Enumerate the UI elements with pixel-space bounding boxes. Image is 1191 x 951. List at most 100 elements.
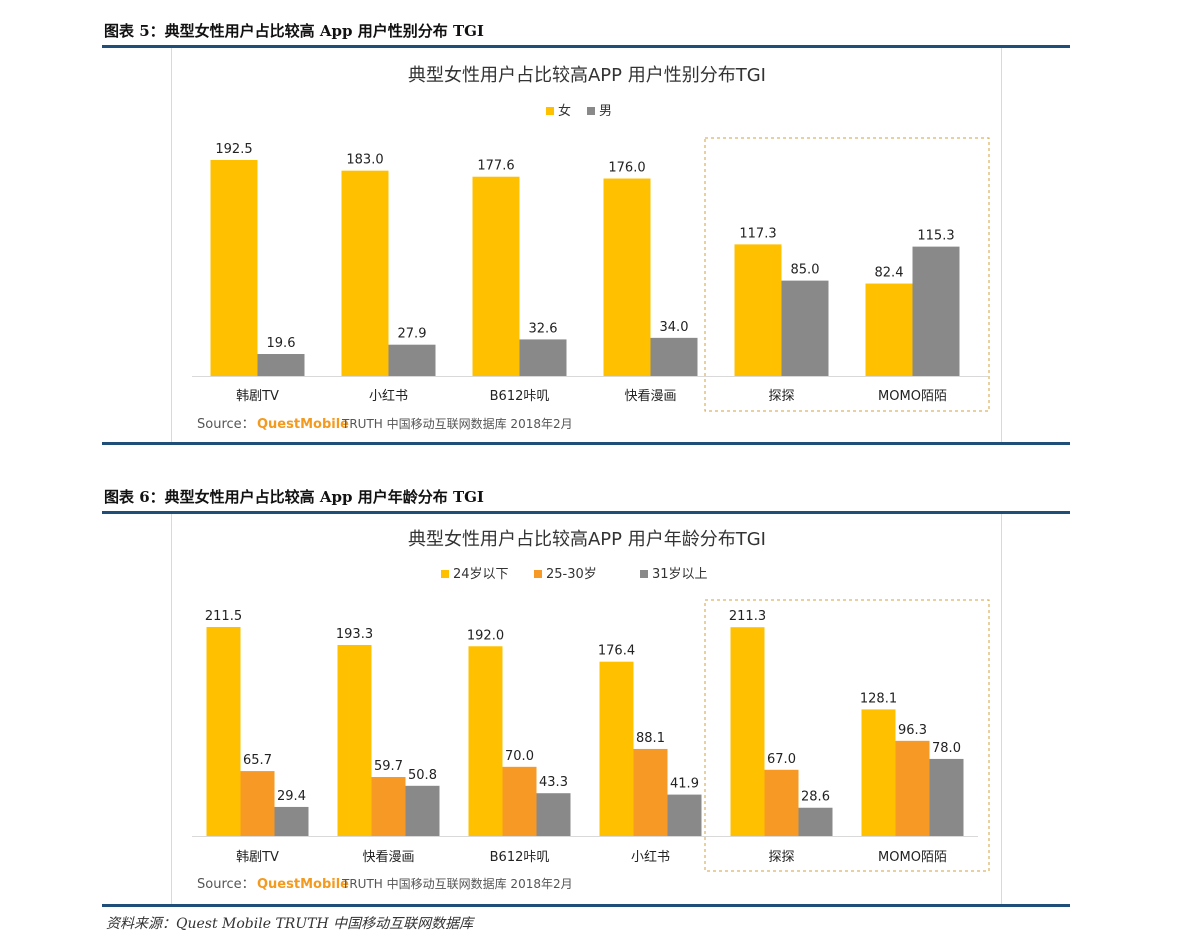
data-label-1-5: 96.3 <box>898 723 927 738</box>
data-label-0-0: 192.5 <box>215 142 252 157</box>
highlight-box <box>704 137 990 412</box>
bar-0-4 <box>734 244 782 376</box>
data-label-0-3: 176.4 <box>598 644 635 659</box>
data-label-1-2: 70.0 <box>505 749 534 764</box>
figure5-top-rule <box>102 45 1070 48</box>
data-label-2-4: 28.6 <box>801 790 830 805</box>
bar-1-4 <box>781 280 829 376</box>
bar-1-2 <box>502 766 537 836</box>
bar-1-4 <box>764 769 799 836</box>
category-label-1: 小红书 <box>369 388 408 404</box>
highlight-box <box>704 599 990 872</box>
bar-2-2 <box>536 793 571 836</box>
legend-swatch-1 <box>534 570 542 578</box>
bar-0-2 <box>472 176 520 376</box>
bar-0-4 <box>730 627 765 836</box>
legend-swatch-2 <box>640 570 648 578</box>
data-label-0-4: 117.3 <box>739 226 776 241</box>
bar-1-0 <box>257 354 305 376</box>
bar-1-1 <box>371 777 406 836</box>
category-label-3: 小红书 <box>631 849 670 865</box>
data-label-0-1: 183.0 <box>346 153 383 168</box>
data-label-2-5: 78.0 <box>932 741 961 756</box>
figure6-bottom-rule <box>102 904 1070 907</box>
bar-0-5 <box>861 709 896 836</box>
data-label-1-3: 88.1 <box>636 731 665 746</box>
source-label: Source： <box>197 417 255 432</box>
source-text: TRUTH 中国移动互联网数据库 2018年2月 <box>341 876 573 891</box>
legend-swatch-0 <box>546 107 554 115</box>
bar-1-0 <box>240 771 275 836</box>
source-brand: QuestMobile <box>257 417 349 432</box>
legend-label-0: 女 <box>558 103 571 119</box>
data-label-0-2: 192.0 <box>467 628 504 643</box>
bar-0-0 <box>206 627 241 836</box>
data-label-1-4: 85.0 <box>791 263 820 278</box>
source-brand: QuestMobile <box>257 877 349 892</box>
data-label-2-0: 29.4 <box>277 789 306 804</box>
chart-title: 典型女性用户占比较高APP 用户年龄分布TGI <box>408 529 766 550</box>
bar-2-3 <box>667 794 702 836</box>
data-label-1-0: 65.7 <box>243 753 272 768</box>
category-label-0: 韩剧TV <box>236 389 279 404</box>
data-label-0-5: 128.1 <box>860 691 897 706</box>
category-label-3: 快看漫画 <box>624 388 676 404</box>
legend: 24岁以下 25-30岁 31岁以上 <box>441 567 708 582</box>
data-label-2-2: 43.3 <box>539 775 568 790</box>
bar-1-3 <box>650 337 698 376</box>
category-label-5: MOMO陌陌 <box>878 850 947 865</box>
source-label: Source： <box>197 877 255 892</box>
figure6-caption: 图表 6：典型女性用户占比较高 App 用户年龄分布 TGI <box>104 488 484 506</box>
data-label-0-5: 82.4 <box>875 266 904 281</box>
data-label-0-4: 211.3 <box>729 609 766 624</box>
legend: 女男 <box>546 103 612 119</box>
figure6-panel: 典型女性用户占比较高APP 用户年龄分布TGI 24岁以下 25-30岁 31岁以上 2… <box>171 514 1002 905</box>
bar-1-2 <box>519 339 567 376</box>
data-label-1-1: 27.9 <box>398 327 427 342</box>
data-label-0-0: 211.5 <box>205 609 242 624</box>
category-label-1: 快看漫画 <box>362 849 414 865</box>
legend-label-1: 25-30岁 <box>546 567 597 582</box>
data-label-0-3: 176.0 <box>608 161 645 176</box>
bar-2-5 <box>929 758 964 836</box>
data-label-1-5: 115.3 <box>917 229 954 244</box>
category-label-0: 韩剧TV <box>236 850 279 865</box>
legend-swatch-1 <box>587 107 595 115</box>
figure5-caption: 图表 5：典型女性用户占比较高 App 用户性别分布 TGI <box>104 22 484 40</box>
figure6-top-rule <box>102 511 1070 514</box>
bar-0-1 <box>341 170 389 376</box>
bar-1-5 <box>912 246 960 376</box>
bar-2-0 <box>274 806 309 836</box>
category-label-5: MOMO陌陌 <box>878 389 947 404</box>
source-text: TRUTH 中国移动互联网数据库 2018年2月 <box>341 416 573 431</box>
legend-label-0: 24岁以下 <box>453 567 509 582</box>
bar-0-1 <box>337 644 372 836</box>
bar-1-1 <box>388 344 436 376</box>
bar-0-0 <box>210 160 258 376</box>
category-label-2: B612咔叽 <box>490 850 550 865</box>
bar-0-5 <box>865 283 913 376</box>
category-label-2: B612咔叽 <box>490 389 550 404</box>
category-label-4: 探探 <box>768 850 794 865</box>
bar-0-3 <box>603 178 651 376</box>
legend-label-2: 31岁以上 <box>652 567 708 582</box>
data-label-2-3: 41.9 <box>670 777 699 792</box>
data-label-1-2: 32.6 <box>529 321 558 336</box>
bar-0-3 <box>599 661 634 836</box>
data-label-1-4: 67.0 <box>767 752 796 767</box>
data-label-2-1: 50.8 <box>408 768 437 783</box>
bar-1-5 <box>895 740 930 836</box>
figure5-bottom-rule <box>102 442 1070 445</box>
legend-swatch-0 <box>441 570 449 578</box>
figure5-panel: 典型女性用户占比较高APP 用户性别分布TGI 女男 192.5 19.6 韩剧TV 18… <box>171 48 1002 442</box>
bar-2-4 <box>798 807 833 836</box>
category-label-4: 探探 <box>768 389 794 404</box>
bar-1-3 <box>633 748 668 836</box>
data-label-0-1: 193.3 <box>336 627 373 642</box>
data-label-1-0: 19.6 <box>267 336 296 351</box>
legend-label-1: 男 <box>599 104 612 119</box>
data-label-1-1: 59.7 <box>374 759 403 774</box>
bar-2-1 <box>405 785 440 836</box>
